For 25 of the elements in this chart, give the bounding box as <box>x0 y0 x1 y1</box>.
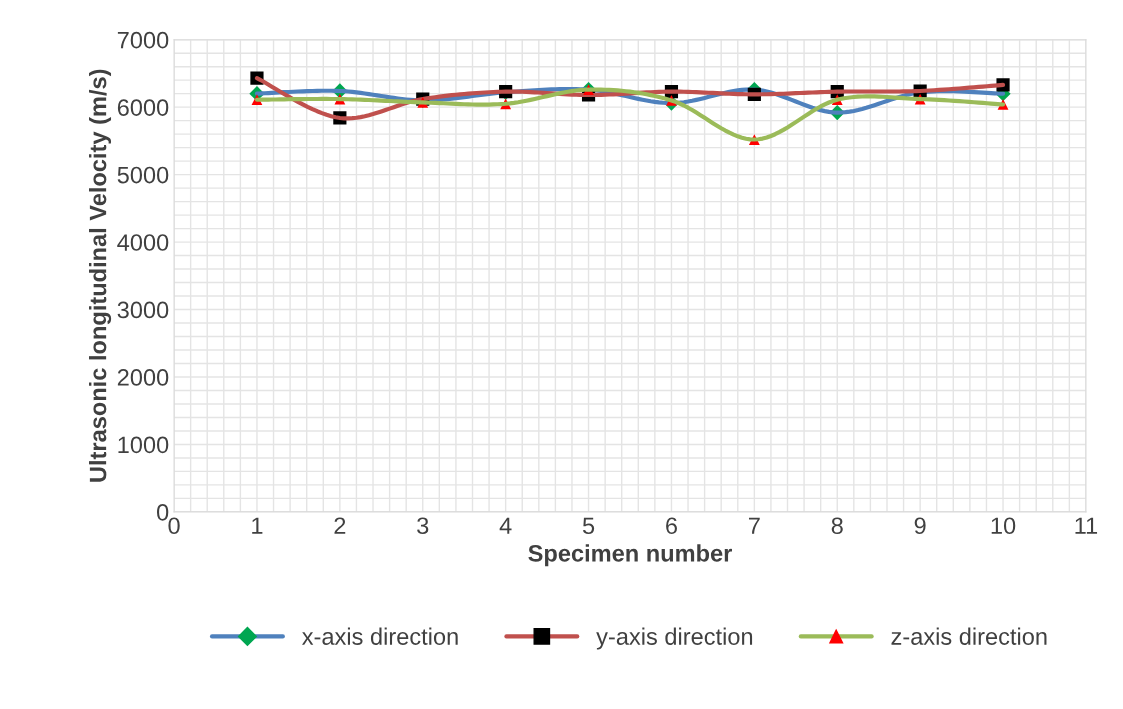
y-tick-label: 2000 <box>117 369 169 386</box>
y-tick-label: 1000 <box>118 436 169 454</box>
x-tick-label: 3 <box>417 517 429 535</box>
y-tick-label: 6000 <box>117 99 169 116</box>
y-tick-label: 3000 <box>117 301 169 319</box>
y-tick-label: 5000 <box>117 166 169 184</box>
x-tick-label: 5 <box>582 517 595 535</box>
x-tick-label: 1 <box>252 517 263 534</box>
legend-label: x-axis direction <box>302 627 458 645</box>
x-tick-label: 8 <box>831 517 843 535</box>
legend-label: y-axis direction <box>596 627 753 650</box>
y-tick-label: 7000 <box>117 31 169 49</box>
x-tick-label: 2 <box>334 517 346 534</box>
legend-label: z-axis direction <box>891 627 1047 645</box>
y-tick-label: 4000 <box>117 234 169 251</box>
x-tick-label: 4 <box>499 517 512 534</box>
x-tick-label: 11 <box>1075 517 1098 534</box>
x-tick-label: 0 <box>168 517 180 535</box>
y-axis-title: Ultrasonic longitudinal Velocity (m/s) <box>89 69 112 482</box>
x-tick-label: 7 <box>748 517 760 534</box>
x-tick-label: 9 <box>914 517 926 535</box>
x-tick-label: 10 <box>991 517 1016 535</box>
x-tick-label: 6 <box>666 517 677 535</box>
y-tick-label: 0 <box>157 503 169 521</box>
x-axis-title: Specimen number <box>528 544 732 567</box>
